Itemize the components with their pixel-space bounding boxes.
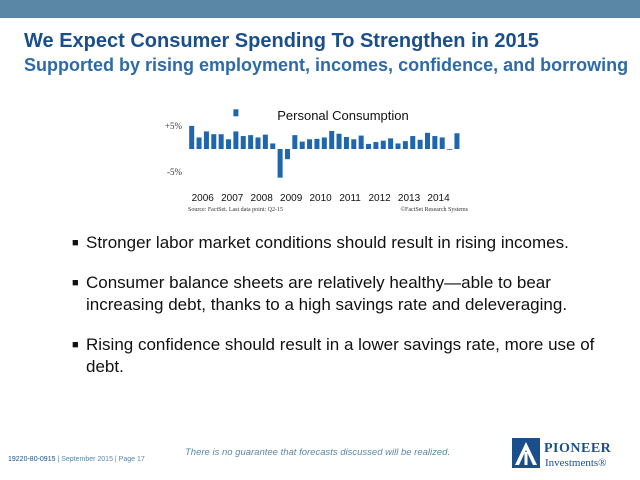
chart-bar bbox=[307, 139, 313, 149]
chart-bar bbox=[351, 139, 357, 149]
chart-source-note: Source: FactSet. Last data point: Q2-15 bbox=[188, 207, 283, 213]
chart-bar bbox=[454, 133, 460, 149]
chart-bar bbox=[402, 141, 408, 149]
forecast-disclaimer: There is no guarantee that forecasts dis… bbox=[185, 447, 451, 458]
x-tick-label: 2012 bbox=[368, 193, 391, 204]
chart-bar bbox=[262, 134, 268, 149]
chart-svg: +5% -5% 2006 2007 2008 2009 2010 2011 2012 2013 2… bbox=[165, 108, 469, 213]
bullet-text: Rising confidence should result in a low… bbox=[86, 335, 595, 376]
chart-bar bbox=[343, 136, 349, 149]
chart-bar bbox=[432, 136, 438, 149]
chart-bar bbox=[292, 135, 298, 150]
chart-bar bbox=[380, 140, 386, 149]
x-tick-label: 2008 bbox=[251, 193, 274, 204]
x-tick-label: 2011 bbox=[339, 193, 361, 204]
chart-bar bbox=[388, 138, 394, 149]
chart-bar bbox=[248, 135, 254, 150]
chart-bar bbox=[447, 149, 453, 150]
chart-bar bbox=[196, 137, 202, 149]
chart-bar bbox=[203, 131, 209, 149]
personal-consumption-chart: +5% -5% 2006 2007 2008 2009 2010 2011 2012 2013 2… bbox=[158, 102, 474, 214]
chart-bar bbox=[299, 141, 305, 149]
x-tick-label: 2014 bbox=[427, 193, 450, 204]
pioneer-logo-icon bbox=[512, 438, 540, 468]
chart-bar bbox=[439, 137, 445, 149]
footer-date-page: | September 2015 | Page 17 bbox=[55, 456, 145, 463]
y-tick-label: +5% bbox=[165, 121, 183, 131]
chart-bar bbox=[410, 136, 416, 149]
bullet-item: ■ Consumer balance sheets are relatively… bbox=[72, 272, 612, 316]
chart-bar bbox=[226, 139, 232, 149]
chart-bar bbox=[336, 133, 342, 149]
chart-outlier-marker bbox=[233, 109, 239, 117]
chart-bar bbox=[395, 143, 401, 149]
footer-reference: 19220-80-0915 | September 2015 | Page 17 bbox=[8, 456, 145, 463]
chart-bar bbox=[211, 134, 217, 149]
chart-bar bbox=[240, 136, 246, 149]
top-accent-bar bbox=[0, 0, 640, 18]
chart-title: Personal Consumption bbox=[277, 108, 409, 123]
bullet-item: ■ Stronger labor market conditions shoul… bbox=[72, 232, 612, 254]
chart-bar bbox=[329, 130, 335, 149]
bullet-text: Stronger labor market conditions should … bbox=[86, 233, 569, 252]
bullet-item: ■ Rising confidence should result in a l… bbox=[72, 334, 612, 378]
chart-bar bbox=[321, 137, 327, 149]
square-bullet-icon: ■ bbox=[72, 339, 79, 351]
chart-bar bbox=[218, 134, 224, 149]
chart-bar bbox=[424, 132, 430, 149]
slide-title: We Expect Consumer Spending To Strengthe… bbox=[24, 30, 539, 52]
x-tick-label: 2006 bbox=[192, 193, 215, 204]
square-bullet-icon: ■ bbox=[72, 277, 79, 289]
x-tick-label: 2013 bbox=[398, 193, 421, 204]
bullet-text: Consumer balance sheets are relatively h… bbox=[86, 273, 568, 314]
chart-bar bbox=[366, 143, 372, 149]
chart-bar bbox=[189, 125, 195, 150]
chart-bar bbox=[284, 149, 290, 160]
chart-bar bbox=[373, 142, 379, 149]
logo-name: PIONEER bbox=[544, 441, 612, 456]
x-tick-label: 2010 bbox=[310, 193, 333, 204]
chart-bar bbox=[233, 131, 239, 149]
chart-bar bbox=[277, 149, 283, 178]
chart-bar bbox=[358, 135, 364, 149]
chart-copyright-note: ©FactSet Research Systems bbox=[400, 206, 468, 213]
slide-subtitle: Supported by rising employment, incomes,… bbox=[24, 55, 629, 75]
chart-bar bbox=[270, 143, 276, 149]
logo-subtitle: Investments® bbox=[545, 457, 607, 469]
document-code: 19220-80-0915 bbox=[8, 456, 56, 463]
pioneer-logo: PIONEER Investments® bbox=[512, 438, 632, 472]
x-tick-label: 2009 bbox=[280, 193, 303, 204]
chart-bar bbox=[417, 139, 423, 149]
x-tick-label: 2007 bbox=[221, 193, 244, 204]
square-bullet-icon: ■ bbox=[72, 237, 79, 249]
chart-bar bbox=[255, 137, 261, 149]
y-tick-label: -5% bbox=[167, 167, 182, 177]
chart-bar bbox=[314, 138, 320, 149]
bullet-list: ■ Stronger labor market conditions shoul… bbox=[72, 232, 612, 396]
